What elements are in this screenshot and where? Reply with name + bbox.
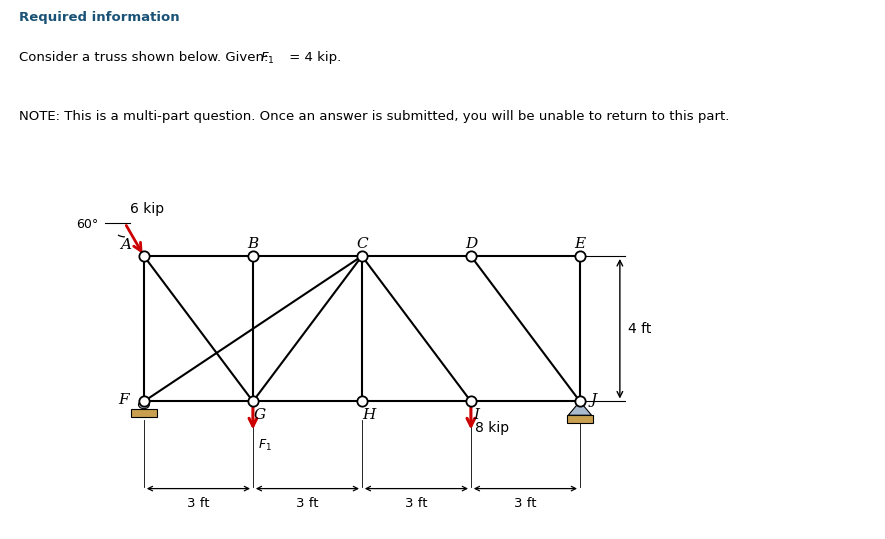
Point — [355, 252, 369, 260]
Text: 8 kip: 8 kip — [475, 421, 510, 436]
Text: $F_1$: $F_1$ — [260, 51, 275, 66]
Point — [573, 397, 587, 406]
Point — [137, 252, 151, 260]
Text: 4 ft: 4 ft — [627, 322, 651, 336]
Point — [464, 397, 478, 406]
Point — [573, 252, 587, 260]
Text: = 4 kip.: = 4 kip. — [285, 51, 342, 64]
Text: 3 ft: 3 ft — [296, 496, 319, 509]
Text: F: F — [119, 392, 129, 406]
Text: Consider a truss shown below. Given:: Consider a truss shown below. Given: — [19, 51, 273, 64]
Text: 3 ft: 3 ft — [405, 496, 427, 509]
Ellipse shape — [138, 400, 150, 409]
Text: 60°: 60° — [76, 218, 99, 231]
Text: B: B — [247, 238, 258, 251]
Polygon shape — [568, 402, 591, 415]
Text: 6 kip: 6 kip — [130, 203, 165, 217]
Text: E: E — [574, 238, 586, 251]
Text: NOTE: This is a multi-part question. Once an answer is submitted, you will be un: NOTE: This is a multi-part question. Onc… — [19, 110, 730, 123]
Point — [246, 397, 260, 406]
Point — [464, 252, 478, 260]
Text: $F_1$: $F_1$ — [258, 438, 272, 453]
Text: A: A — [120, 238, 131, 252]
Polygon shape — [566, 415, 593, 423]
Text: I: I — [473, 408, 480, 422]
Text: 3 ft: 3 ft — [514, 496, 536, 509]
Text: H: H — [363, 408, 376, 422]
Text: G: G — [254, 408, 266, 422]
Point — [137, 397, 151, 406]
Text: Required information: Required information — [19, 11, 180, 24]
Point — [355, 397, 369, 406]
Point — [246, 252, 260, 260]
Polygon shape — [131, 409, 157, 417]
Text: C: C — [356, 238, 368, 251]
Text: J: J — [590, 392, 596, 406]
Text: D: D — [465, 238, 477, 251]
Text: 3 ft: 3 ft — [187, 496, 210, 509]
